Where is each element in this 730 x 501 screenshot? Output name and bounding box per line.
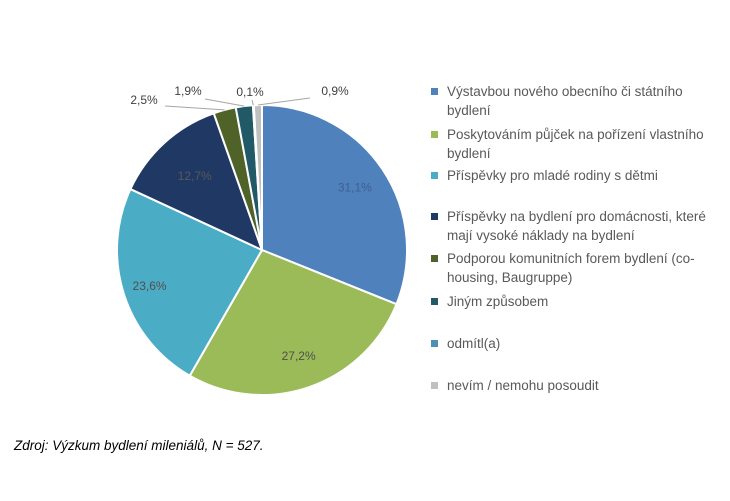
legend-item-4: Podporou komunitních forem bydlení (co-h…	[431, 249, 721, 287]
legend-label-0: Výstavbou nového obecního či státního by…	[447, 84, 683, 118]
legend-item-5: Jiným způsobem	[431, 292, 721, 311]
legend-label-3: Příspěvky na bydlení pro domácnosti, kte…	[447, 209, 706, 243]
legend-item-1: Poskytováním půjček na pořízení vlastníh…	[431, 125, 721, 163]
legend-swatch-4	[431, 255, 438, 262]
slice-label-5: 1,9%	[174, 84, 202, 98]
pie-slice-2	[116, 187, 264, 378]
legend-label-5: Jiným způsobem	[447, 294, 549, 309]
pie-slice-0	[261, 103, 408, 306]
legend-swatch-5	[431, 298, 438, 305]
legend-label-1: Poskytováním půjček na pořízení vlastníh…	[447, 127, 704, 161]
legend-label-4: Podporou komunitních forem bydlení (co-h…	[447, 251, 695, 285]
legend-item-7: nevím / nemohu posoudit	[431, 376, 721, 395]
legend-item-0: Výstavbou nového obecního či státního by…	[431, 82, 721, 120]
leader-line-6	[251, 99, 254, 106]
legend-label-7: nevím / nemohu posoudit	[447, 378, 599, 393]
slice-label-1: 27,2%	[282, 349, 316, 363]
slice-label-7: 0,9%	[321, 84, 349, 98]
legend-swatch-1	[431, 131, 438, 138]
slice-label-6: 0,1%	[236, 85, 264, 99]
source-note: Zdroj: Výzkum bydlení mileniálů, N = 527…	[14, 438, 264, 453]
leader-line-5	[204, 98, 245, 107]
leader-line-7	[257, 97, 311, 106]
slice-label-4: 2,5%	[130, 93, 158, 107]
slice-label-0: 31,1%	[338, 180, 372, 194]
slice-label-2: 23,6%	[133, 279, 167, 293]
legend-item-6: odmítl(a)	[431, 334, 721, 353]
legend-swatch-2	[431, 172, 438, 179]
legend-label-2: Příspěvky pro mladé rodiny s dětmi	[447, 168, 658, 183]
legend-swatch-7	[431, 382, 438, 389]
legend-item-3: Příspěvky na bydlení pro domácnosti, kte…	[431, 207, 721, 245]
legend-swatch-0	[431, 88, 438, 95]
slice-label-3: 12,7%	[178, 169, 212, 183]
legend-label-6: odmítl(a)	[447, 336, 501, 351]
legend-swatch-6	[431, 340, 438, 347]
legend-swatch-3	[431, 213, 438, 220]
leader-line-4	[164, 105, 225, 111]
legend-item-2: Příspěvky pro mladé rodiny s dětmi	[431, 166, 721, 185]
pie-slice-3	[129, 111, 264, 252]
